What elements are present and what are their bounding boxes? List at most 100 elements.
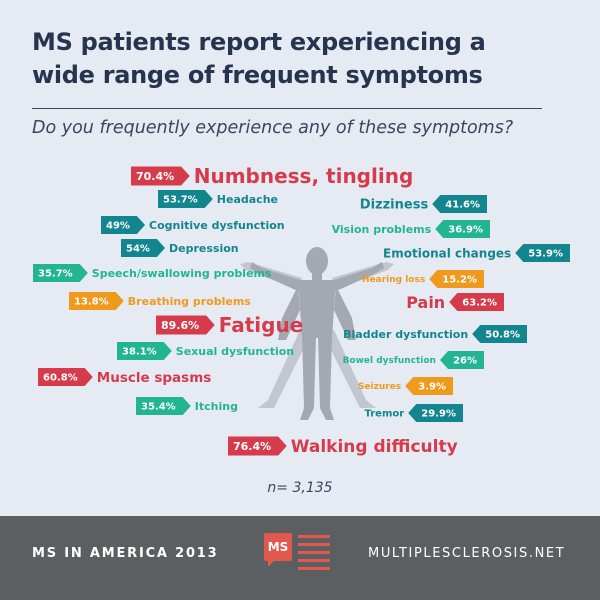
logo-line [298, 543, 330, 546]
symptom-label: Walking difficulty [291, 437, 458, 457]
symptom-label: Speech/swallowing problems [92, 267, 272, 280]
value-tag [432, 195, 487, 213]
symptom-label: Numbness, tingling [194, 164, 414, 188]
symptom-label: Itching [195, 400, 238, 413]
value-tag [228, 436, 287, 456]
symptom-item: 13.8% Breathing problems [69, 292, 251, 310]
sample-size: n= 3,135 [267, 480, 333, 496]
logo-line [298, 535, 330, 538]
value-tag [69, 292, 124, 310]
symptom-item: 3.9% Seizures [358, 377, 453, 395]
symptom-label: Emotional changes [383, 246, 511, 260]
value-tag [38, 368, 93, 386]
value-label: 76.4% [233, 440, 271, 453]
value-tag [158, 190, 213, 208]
value-label: 53.9% [528, 249, 563, 260]
symptom-label: Vision problems [332, 223, 432, 236]
value-label: 89.6% [161, 319, 199, 332]
value-label: 29.9% [421, 409, 456, 420]
symptom-label: Hearing loss [362, 275, 425, 285]
symptom-item: 49% Cognitive dysfunction [101, 216, 285, 234]
human-figure [240, 247, 394, 420]
symptom-label: Headache [217, 193, 278, 206]
symptom-item: 60.8% Muscle spasms [38, 368, 211, 386]
value-tag [131, 166, 190, 186]
value-tag [449, 293, 504, 311]
value-label: 13.8% [74, 297, 109, 308]
value-tag [439, 351, 484, 369]
value-tag [121, 239, 166, 257]
symptom-item: 36.9% Vision problems [332, 220, 490, 238]
symptom-item: 89.6% Fatigue [156, 313, 303, 337]
title-line-2: wide range of frequent symptoms [32, 61, 483, 89]
value-tag [405, 377, 453, 395]
value-label: 3.9% [418, 382, 446, 393]
value-tag [101, 216, 146, 234]
title-line-1: MS patients report experiencing a [32, 28, 486, 56]
value-tag [117, 342, 172, 360]
survey-question: Do you frequently experience any of thes… [32, 118, 514, 138]
symptom-label: Tremor [365, 409, 405, 420]
symptom-item: 70.4% Numbness, tingling [131, 164, 413, 188]
symptom-item: 15.2% Hearing loss [362, 270, 484, 288]
value-label: 63.2% [462, 298, 497, 309]
symptom-label: Depression [169, 242, 239, 255]
logo-line [298, 567, 330, 570]
logo-tail [268, 560, 275, 567]
symptom-item: 26% Bowel dysfunction [343, 351, 484, 369]
value-label: 38.1% [122, 347, 157, 358]
value-label: 26% [453, 356, 477, 367]
value-tag [33, 264, 88, 282]
symptom-item: 29.9% Tremor [365, 404, 463, 422]
symptom-item: 35.4% Itching [136, 397, 238, 415]
value-tag [136, 397, 191, 415]
logo-line [298, 559, 330, 562]
symptom-item: 76.4% Walking difficulty [228, 436, 458, 457]
value-label: 35.7% [38, 269, 73, 280]
value-label: 50.8% [485, 330, 520, 341]
ms-logo: MS [264, 533, 336, 581]
logo-line [298, 551, 330, 554]
value-label: 36.9% [448, 225, 483, 236]
symptom-item: 50.8% Bladder dysfunction [343, 325, 527, 343]
symptom-label: Sexual dysfunction [176, 345, 294, 358]
value-label: 49% [106, 221, 130, 232]
symptom-item: 53.7% Headache [158, 190, 278, 208]
symptom-label: Fatigue [219, 313, 304, 337]
symptom-label: Bowel dysfunction [343, 356, 436, 366]
symptom-label: Cognitive dysfunction [149, 219, 285, 232]
title-divider [32, 108, 542, 109]
symptom-item: 38.1% Sexual dysfunction [117, 342, 294, 360]
value-tag [515, 244, 570, 262]
symptom-item: 41.6% Dizziness [360, 195, 487, 213]
value-label: 60.8% [43, 373, 78, 384]
value-tag [408, 404, 463, 422]
symptom-item: 63.2% Pain [406, 293, 504, 312]
symptom-label: Muscle spasms [97, 370, 212, 386]
value-label: 41.6% [445, 200, 480, 211]
value-tag [156, 315, 215, 335]
symptom-item: 54% Depression [121, 239, 239, 257]
symptom-label: Seizures [358, 382, 401, 392]
value-label: 15.2% [442, 275, 477, 286]
value-tag [435, 220, 490, 238]
symptom-item: 53.9% Emotional changes [383, 244, 570, 262]
value-label: 54% [126, 244, 150, 255]
value-label: 70.4% [136, 170, 174, 183]
page-title: MS patients report experiencing a wide r… [32, 26, 562, 92]
value-label: 53.7% [163, 195, 198, 206]
footer-bar: MS IN AMERICA 2013 MS MULTIPLESCLEROSIS.… [0, 516, 600, 600]
symptom-label: Dizziness [360, 198, 429, 213]
symptom-label: Bladder dysfunction [343, 328, 468, 341]
value-tag [472, 325, 527, 343]
symptom-item: 35.7% Speech/swallowing problems [33, 264, 272, 282]
footer-right-text: MULTIPLESCLEROSIS.NET [368, 546, 566, 561]
value-label: 35.4% [141, 402, 176, 413]
logo-badge: MS [264, 533, 292, 561]
value-tag [429, 270, 484, 288]
footer-left-text: MS IN AMERICA 2013 [32, 546, 219, 561]
symptom-label: Pain [406, 293, 445, 312]
symptom-label: Breathing problems [128, 295, 252, 308]
